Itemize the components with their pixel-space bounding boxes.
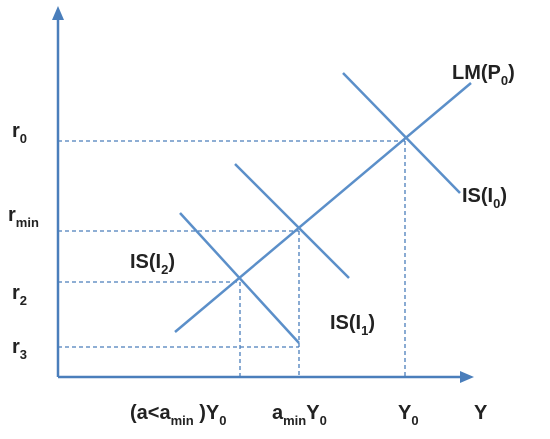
x-axis-name: Y bbox=[474, 402, 488, 424]
tick-y0: Y0 bbox=[398, 402, 419, 428]
tick-a-less-amin-y0: (a<amin )Y0 bbox=[130, 402, 227, 428]
tick-amin-y0: aminY0 bbox=[272, 402, 327, 428]
is2-label: IS(I2) bbox=[130, 251, 175, 277]
is1-curve bbox=[234, 163, 350, 279]
tick-rmin: rmin bbox=[8, 204, 39, 230]
lm-curve bbox=[174, 82, 472, 333]
is0-label: IS(I0) bbox=[462, 185, 507, 211]
axes bbox=[52, 6, 474, 383]
is2-curve bbox=[179, 212, 300, 344]
tick-r3: r3 bbox=[12, 336, 27, 362]
x-axis-arrow bbox=[460, 371, 474, 383]
is0-curve bbox=[342, 72, 461, 194]
curves bbox=[174, 72, 472, 344]
guide-lines bbox=[58, 140, 406, 377]
is1-label: IS(I1) bbox=[330, 312, 375, 338]
tick-r0: r0 bbox=[12, 120, 27, 146]
y-axis-arrow bbox=[52, 6, 64, 20]
tick-r2: r2 bbox=[12, 282, 27, 308]
lm-label: LM(P0) bbox=[452, 62, 515, 88]
